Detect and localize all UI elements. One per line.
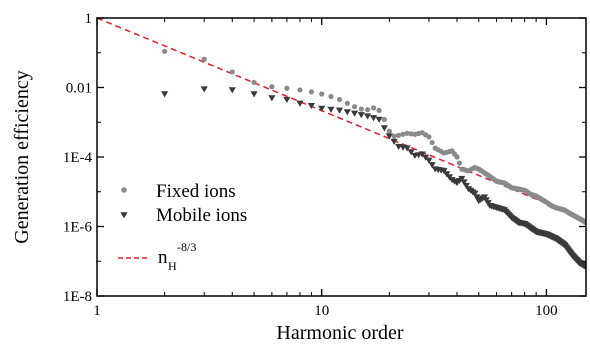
fixed-ions-point bbox=[386, 128, 392, 134]
fixed-ions-point bbox=[408, 131, 414, 137]
mobile-ions-point bbox=[375, 116, 383, 123]
series-fixed-ions bbox=[162, 48, 586, 226]
fixed-ions-point bbox=[456, 160, 463, 166]
x-axis-title: Harmonic order bbox=[276, 322, 404, 344]
legend-mobile-ions-marker bbox=[120, 212, 128, 219]
mobile-ions-point bbox=[363, 113, 372, 120]
mobile-ions-point bbox=[385, 133, 393, 140]
mobile-ions-point bbox=[428, 162, 436, 169]
legend-fixed-ions-marker bbox=[121, 187, 127, 193]
fixed-ions-point bbox=[229, 69, 235, 75]
fixed-ions-point bbox=[376, 107, 382, 113]
mobile-ions-point bbox=[458, 175, 466, 182]
mobile-ions-point bbox=[268, 95, 276, 102]
mobile-ions-point bbox=[343, 109, 351, 116]
mobile-ions-point bbox=[228, 87, 236, 94]
mobile-ions-point bbox=[357, 112, 365, 119]
mobile-ions-point bbox=[473, 194, 481, 201]
legend-power-law-superscript: -8/3 bbox=[177, 240, 196, 254]
mobile-ions-point bbox=[403, 145, 411, 152]
mobile-ions-point bbox=[250, 91, 258, 98]
y-tick-label: 1 bbox=[85, 11, 93, 27]
mobile-ions-point bbox=[350, 110, 359, 117]
legend-power-law-base: n bbox=[158, 247, 168, 268]
mobile-ions-point bbox=[318, 105, 326, 112]
x-tick-label: 100 bbox=[535, 303, 558, 319]
mobile-ions-point bbox=[440, 168, 448, 175]
fixed-ions-point bbox=[404, 130, 410, 136]
fixed-ions-point bbox=[381, 116, 387, 123]
mobile-ions-point bbox=[307, 102, 316, 110]
x-tick-label: 1 bbox=[93, 303, 101, 319]
y-tick-label: 1E-6 bbox=[63, 220, 93, 236]
mobile-ions-point bbox=[460, 179, 468, 186]
fixed-ions-point bbox=[344, 100, 350, 106]
ticks-layer: 1 10 100 1 0.01 1E-4 1E-6 1E-8 bbox=[63, 11, 586, 319]
fixed-ions-point bbox=[364, 107, 371, 113]
mobile-ions-point bbox=[380, 125, 388, 132]
fixed-ions-point bbox=[319, 91, 325, 97]
mobile-ions-point bbox=[296, 100, 304, 107]
fixed-ions-point bbox=[328, 93, 334, 100]
mobile-ions-point bbox=[462, 182, 470, 190]
fixed-ions-point bbox=[162, 48, 168, 54]
fixed-ions-point bbox=[396, 132, 402, 138]
mobile-ions-point bbox=[390, 138, 398, 145]
mobile-ions-point bbox=[582, 263, 586, 271]
fixed-ions-point bbox=[297, 87, 303, 93]
fixed-ions-point bbox=[358, 106, 364, 112]
mobile-ions-point bbox=[407, 149, 415, 156]
fixed-ions-point bbox=[201, 56, 207, 62]
mobile-ions-point bbox=[425, 157, 433, 164]
x-tick-label: 10 bbox=[314, 303, 329, 319]
fixed-ions-point bbox=[251, 79, 257, 86]
mobile-ions-point bbox=[335, 107, 344, 114]
fixed-ions-point bbox=[429, 139, 435, 146]
series-layer bbox=[97, 18, 586, 271]
y-axis-title: Generation efficiency bbox=[11, 70, 33, 243]
plot-frame bbox=[96, 17, 587, 297]
fixed-ions-point bbox=[284, 85, 290, 91]
y-tick-label: 1E-8 bbox=[63, 289, 92, 305]
fixed-ions-point bbox=[269, 84, 275, 90]
fixed-ions-point bbox=[400, 131, 406, 137]
fixed-ions-point bbox=[454, 154, 460, 160]
legend-fixed-ions-label: Fixed ions bbox=[156, 181, 236, 202]
mobile-ions-point bbox=[327, 106, 335, 113]
mobile-ions-point bbox=[200, 86, 208, 93]
y-tick-label: 0.01 bbox=[66, 81, 92, 97]
fixed-ions-point bbox=[336, 96, 343, 103]
legend-power-law-subscript: H bbox=[168, 259, 177, 273]
legend-mobile-ions-label: Mobile ions bbox=[156, 205, 247, 226]
mobile-ions-point bbox=[161, 91, 169, 98]
fixed-ions-point bbox=[391, 133, 397, 139]
mobile-ions-point bbox=[471, 190, 479, 197]
mobile-ions-point bbox=[283, 96, 291, 103]
mobile-ions-point bbox=[418, 151, 426, 158]
fixed-ions-point bbox=[351, 104, 358, 110]
fixed-ions-point bbox=[370, 105, 377, 111]
mobile-ions-point bbox=[369, 115, 378, 122]
fixed-ions-point bbox=[426, 134, 432, 140]
series-mobile-ions bbox=[161, 86, 586, 271]
legend: Fixed ions Mobile ions n H-8/3 bbox=[118, 181, 247, 273]
y-tick-label: 1E-4 bbox=[63, 150, 93, 166]
fixed-ions-point bbox=[308, 89, 315, 95]
